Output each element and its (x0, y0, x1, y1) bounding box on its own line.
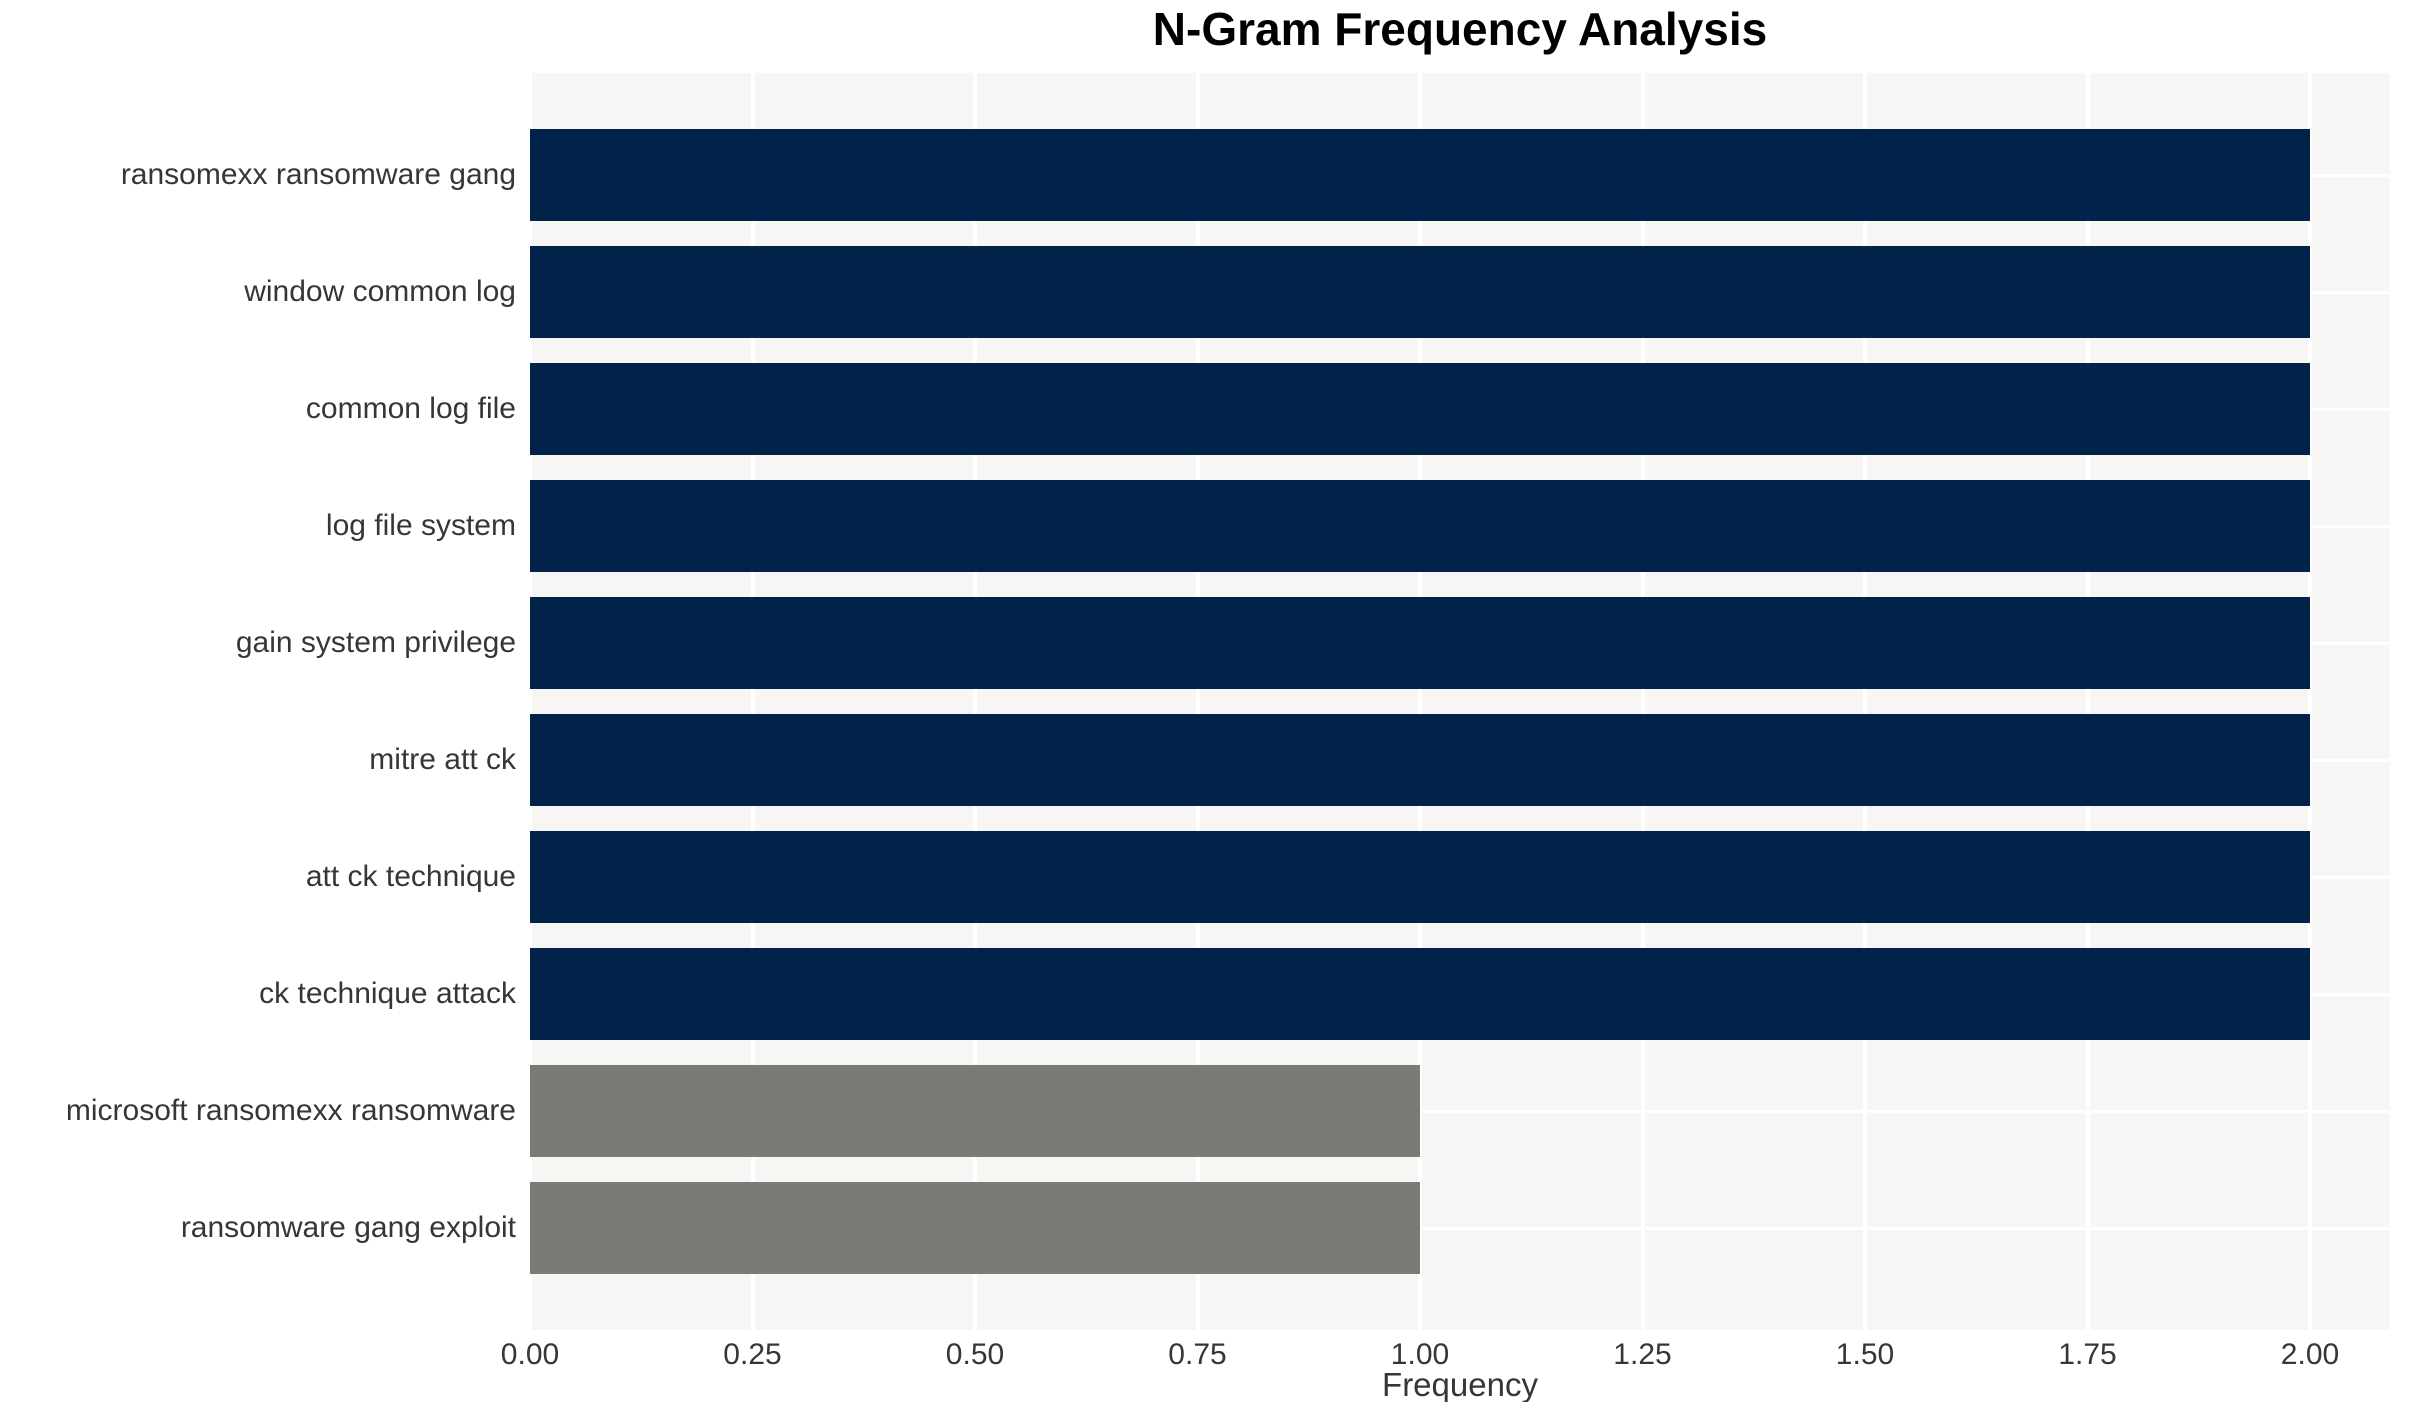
x-gridline (973, 73, 977, 1330)
bar (530, 597, 2310, 689)
bar (530, 1182, 1420, 1274)
x-gridline (750, 73, 755, 1330)
bar (530, 714, 2310, 806)
x-tick-label: 0.50 (945, 1338, 1005, 1371)
bar (530, 363, 2310, 455)
y-category-label: mitre att ck (369, 743, 516, 776)
y-category-label: gain system privilege (235, 626, 516, 659)
x-tick-label: 1.25 (1613, 1338, 1672, 1371)
x-gridline (1863, 73, 1867, 1330)
x-tick-label: 1.00 (1390, 1338, 1450, 1371)
y-category-label: ransomexx ransomware gang (120, 158, 516, 191)
bar (530, 246, 2310, 338)
y-category-label: common log file (305, 392, 516, 425)
y-gridline (530, 1226, 2390, 1230)
y-category-label: att ck technique (305, 860, 516, 893)
x-tick-label: 0.00 (500, 1338, 560, 1371)
x-gridline (1640, 73, 1645, 1330)
x-gridline (1195, 73, 1200, 1330)
x-tick-label: 0.75 (1168, 1338, 1227, 1371)
x-gridline (2085, 73, 2090, 1330)
x-gridline (1418, 73, 1422, 1330)
bar (530, 129, 2310, 221)
y-axis-labels: ransomexx ransomware gang window common l… (0, 73, 516, 1330)
x-tick-label: 1.50 (1835, 1338, 1895, 1371)
x-tick-label: 2.00 (2280, 1338, 2340, 1371)
y-category-label: ransomware gang exploit (180, 1211, 516, 1244)
plot-area (528, 73, 2390, 1330)
y-category-label: ck technique attack (259, 977, 516, 1010)
x-gridline (528, 73, 532, 1330)
y-category-label: microsoft ransomexx ransomware (65, 1094, 516, 1127)
bar (530, 948, 2310, 1040)
x-axis-title: Frequency (1382, 1366, 1538, 1402)
x-tick-label: 0.25 (723, 1338, 782, 1371)
y-category-label: log file system (325, 509, 516, 542)
bar (530, 1065, 1420, 1157)
y-gridline (530, 1109, 2390, 1113)
bar (530, 831, 2310, 923)
x-gridline (2308, 73, 2312, 1330)
x-tick-label: 1.75 (2058, 1338, 2117, 1371)
bar (530, 480, 2310, 572)
y-category-label: window common log (244, 275, 516, 308)
chart-title: N-Gram Frequency Analysis (1152, 3, 1768, 55)
x-axis-ticks: 0.00 0.25 0.50 0.75 1.00 1.25 1.50 1.75 2.00 (501, 1338, 2390, 1374)
